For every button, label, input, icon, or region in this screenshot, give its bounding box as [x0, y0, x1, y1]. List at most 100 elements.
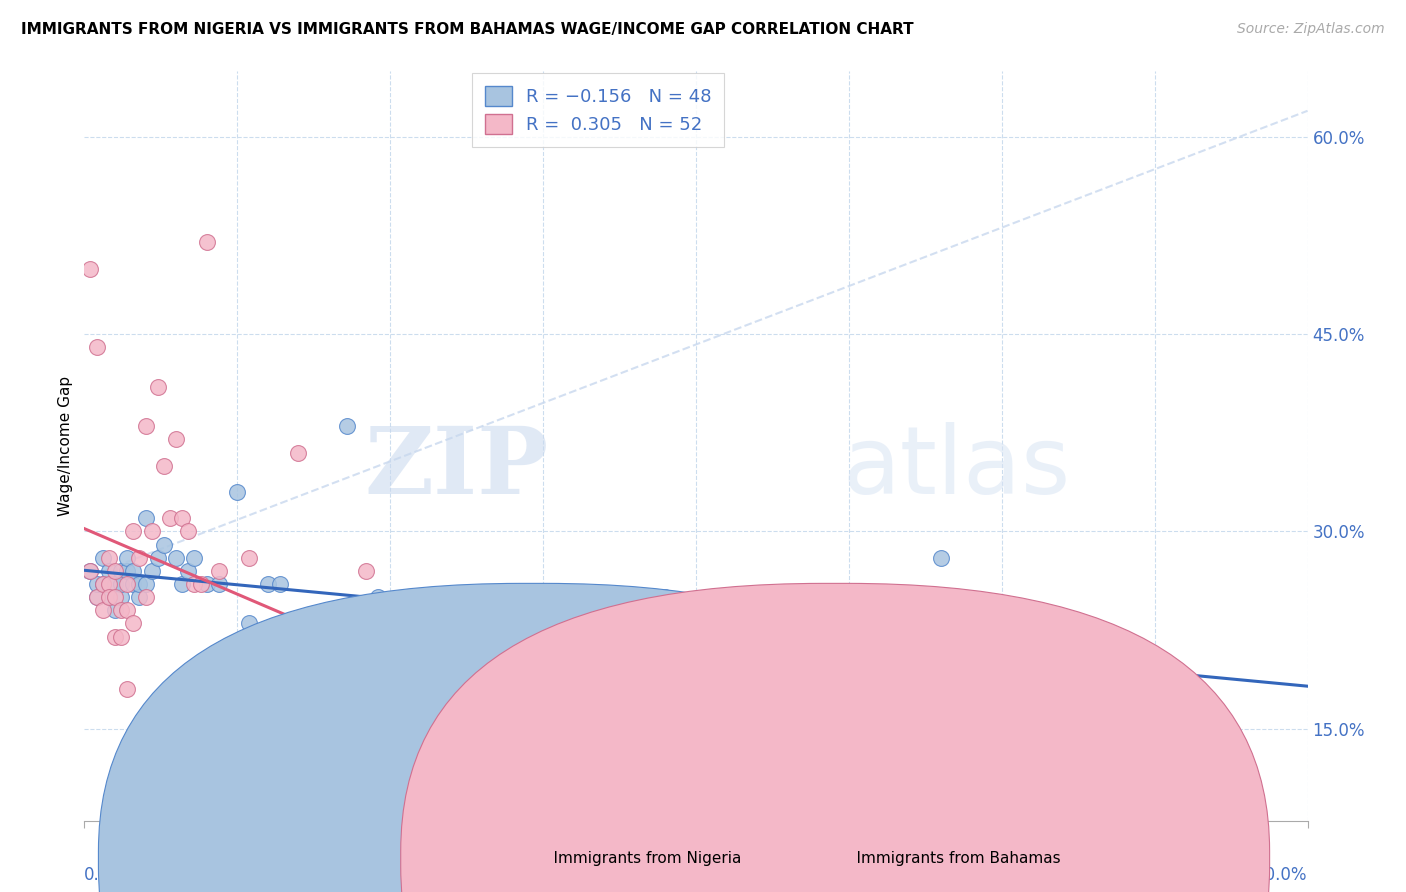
Point: [183, 577, 205, 591]
Point: [747, 630, 769, 644]
Point: [183, 550, 205, 565]
Point: [654, 590, 676, 604]
Point: [305, 656, 328, 670]
Point: [91, 577, 114, 591]
Point: [97, 590, 120, 604]
Point: [128, 577, 150, 591]
Text: atlas: atlas: [842, 423, 1071, 515]
Point: [177, 564, 200, 578]
Point: [526, 630, 548, 644]
Legend: R = −0.156   N = 48, R =  0.305   N = 52: R = −0.156 N = 48, R = 0.305 N = 52: [472, 73, 724, 147]
Point: [1083, 630, 1105, 644]
Point: [135, 590, 157, 604]
Point: [226, 485, 249, 500]
Point: [502, 656, 524, 670]
Text: Immigrants from Bahamas: Immigrants from Bahamas: [837, 851, 1060, 865]
Point: [79, 261, 101, 276]
Point: [318, 616, 340, 631]
Point: [177, 524, 200, 539]
Point: [330, 800, 353, 814]
Point: [195, 235, 218, 250]
Point: [135, 577, 157, 591]
Point: [79, 564, 101, 578]
Point: [122, 564, 145, 578]
Point: [97, 564, 120, 578]
Point: [91, 550, 114, 565]
Point: [110, 577, 132, 591]
Point: [91, 577, 114, 591]
Point: [104, 577, 127, 591]
Point: [380, 656, 402, 670]
Point: [115, 603, 138, 617]
Point: [238, 550, 260, 565]
Point: [238, 616, 260, 631]
Point: [115, 682, 138, 697]
Point: [110, 590, 132, 604]
Point: [489, 774, 512, 789]
Point: [153, 458, 176, 473]
Point: [250, 695, 273, 709]
Point: [440, 814, 463, 828]
Point: [141, 564, 163, 578]
Point: [146, 550, 169, 565]
Point: [110, 564, 132, 578]
Point: [354, 564, 377, 578]
Point: [104, 564, 127, 578]
Text: 20.0%: 20.0%: [1256, 865, 1308, 884]
Point: [513, 590, 536, 604]
Point: [367, 590, 389, 604]
Point: [208, 564, 231, 578]
Point: [427, 695, 450, 709]
Point: [287, 630, 309, 644]
Point: [538, 800, 561, 814]
Point: [208, 577, 231, 591]
Point: [122, 577, 145, 591]
Text: IMMIGRANTS FROM NIGERIA VS IMMIGRANTS FROM BAHAMAS WAGE/INCOME GAP CORRELATION C: IMMIGRANTS FROM NIGERIA VS IMMIGRANTS FR…: [21, 22, 914, 37]
Point: [172, 577, 194, 591]
Point: [97, 550, 120, 565]
Point: [128, 747, 150, 762]
Point: [336, 419, 359, 434]
Point: [269, 682, 291, 697]
Point: [110, 603, 132, 617]
Point: [97, 577, 120, 591]
Point: [226, 656, 249, 670]
Point: [97, 590, 120, 604]
Point: [104, 590, 127, 604]
Point: [153, 538, 176, 552]
Point: [195, 577, 218, 591]
Point: [190, 577, 212, 591]
Point: [269, 577, 291, 591]
Point: [122, 616, 145, 631]
Point: [110, 630, 132, 644]
Point: [146, 380, 169, 394]
Point: [427, 656, 450, 670]
Point: [305, 695, 328, 709]
Point: [257, 577, 280, 591]
Point: [172, 511, 194, 525]
Point: [287, 445, 309, 459]
Point: [79, 564, 101, 578]
Point: [86, 577, 108, 591]
Point: [104, 603, 127, 617]
Point: [128, 590, 150, 604]
Point: [471, 630, 494, 644]
Point: [409, 630, 432, 644]
Point: [86, 590, 108, 604]
Point: [104, 630, 127, 644]
Point: [86, 340, 108, 354]
Text: Immigrants from Nigeria: Immigrants from Nigeria: [534, 851, 741, 865]
Point: [115, 577, 138, 591]
Point: [91, 603, 114, 617]
Point: [122, 524, 145, 539]
Y-axis label: Wage/Income Gap: Wage/Income Gap: [58, 376, 73, 516]
Point: [929, 550, 952, 565]
Point: [115, 550, 138, 565]
Point: [135, 419, 157, 434]
Point: [159, 511, 181, 525]
Text: ZIP: ZIP: [366, 424, 550, 514]
Point: [513, 695, 536, 709]
Point: [115, 564, 138, 578]
Point: [165, 433, 187, 447]
Point: [165, 550, 187, 565]
